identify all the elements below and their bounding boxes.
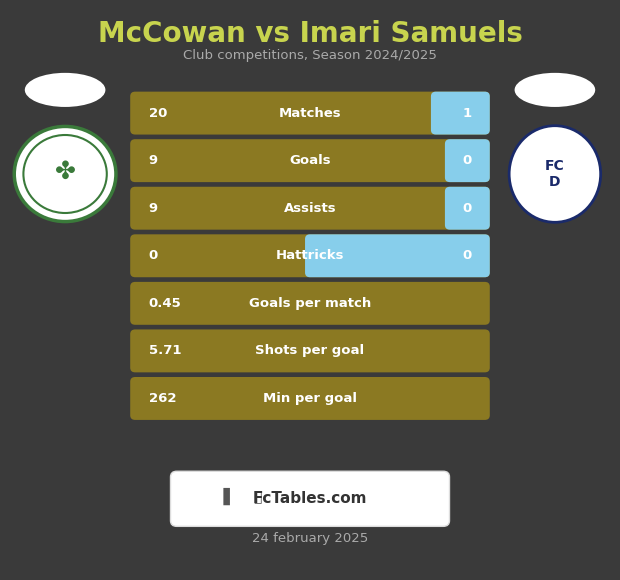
Text: 1: 1 <box>462 107 471 119</box>
Circle shape <box>24 135 107 213</box>
Text: 0: 0 <box>462 249 471 262</box>
Text: Assists: Assists <box>284 202 336 215</box>
Text: 0: 0 <box>149 249 158 262</box>
Text: 20: 20 <box>149 107 167 119</box>
Text: 9: 9 <box>149 202 158 215</box>
Text: Goals per match: Goals per match <box>249 297 371 310</box>
Text: 0: 0 <box>462 154 471 167</box>
Circle shape <box>14 126 116 222</box>
Text: 24 february 2025: 24 february 2025 <box>252 532 368 545</box>
Text: Shots per goal: Shots per goal <box>255 345 365 357</box>
Text: 5.71: 5.71 <box>149 345 181 357</box>
FancyBboxPatch shape <box>130 139 490 182</box>
Text: Matches: Matches <box>278 107 342 119</box>
Text: Goals: Goals <box>289 154 331 167</box>
FancyBboxPatch shape <box>130 187 490 230</box>
Text: Club competitions, Season 2024/2025: Club competitions, Season 2024/2025 <box>183 49 437 62</box>
Text: 0: 0 <box>462 202 471 215</box>
FancyBboxPatch shape <box>130 282 490 325</box>
FancyBboxPatch shape <box>445 187 490 230</box>
Text: 262: 262 <box>149 392 176 405</box>
FancyBboxPatch shape <box>130 377 490 420</box>
Text: Hattricks: Hattricks <box>276 249 344 262</box>
FancyBboxPatch shape <box>130 234 490 277</box>
Text: 0.45: 0.45 <box>149 297 182 310</box>
Text: ✤: ✤ <box>55 160 76 184</box>
Ellipse shape <box>25 73 105 107</box>
FancyBboxPatch shape <box>445 139 490 182</box>
Ellipse shape <box>509 126 601 222</box>
FancyBboxPatch shape <box>130 329 490 372</box>
FancyBboxPatch shape <box>130 92 490 135</box>
FancyBboxPatch shape <box>431 92 490 135</box>
Text: 9: 9 <box>149 154 158 167</box>
Text: Min per goal: Min per goal <box>263 392 357 405</box>
FancyBboxPatch shape <box>170 471 450 527</box>
Text: FcTables.com: FcTables.com <box>253 491 367 506</box>
Text: ▐: ▐ <box>217 487 229 505</box>
FancyBboxPatch shape <box>305 234 490 277</box>
Text: 📊: 📊 <box>253 490 262 504</box>
Ellipse shape <box>515 73 595 107</box>
Text: FC
D: FC D <box>545 159 565 189</box>
Text: McCowan vs Imari Samuels: McCowan vs Imari Samuels <box>97 20 523 48</box>
